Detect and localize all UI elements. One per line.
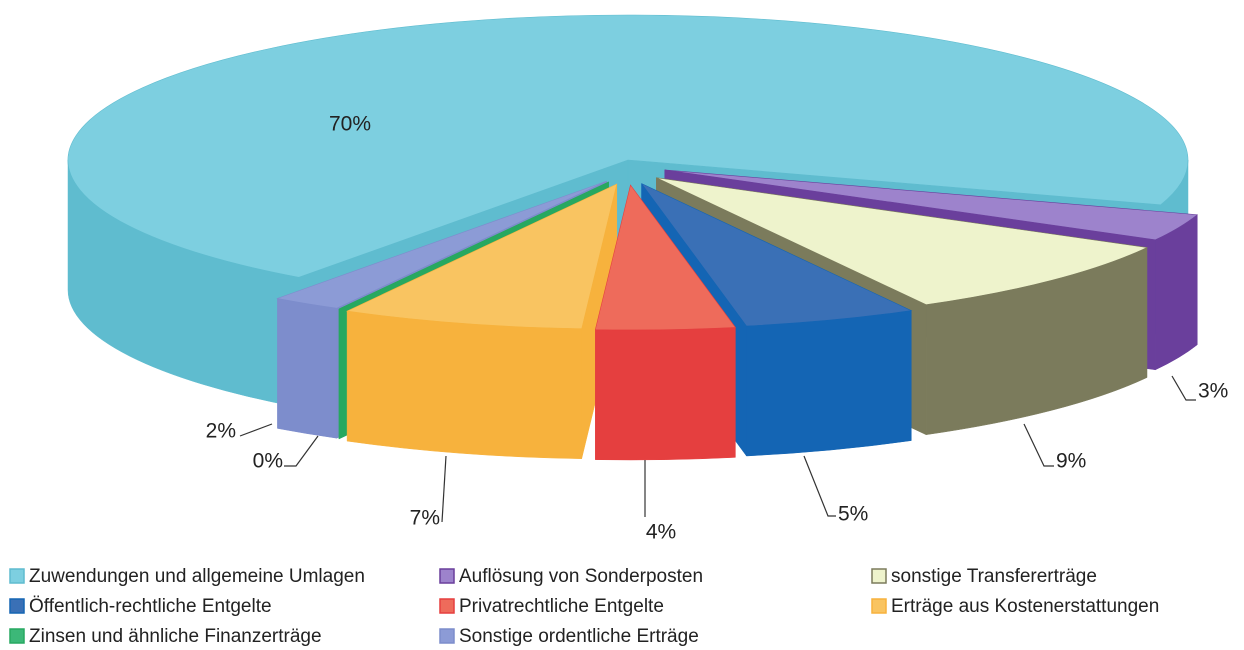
value-label: 2%: [206, 420, 236, 443]
legend-label: Erträge aus Kostenerstattungen: [891, 596, 1159, 617]
legend-swatch: [439, 598, 455, 614]
slice-top: [346, 183, 618, 330]
leader-line: [803, 455, 836, 517]
leader-line: [284, 435, 319, 467]
slice-top: [641, 183, 913, 327]
legend-swatch: [439, 568, 455, 584]
leader-line: [239, 423, 273, 437]
leader-line: [1171, 375, 1196, 401]
legend-label: Auflösung von Sonderposten: [459, 566, 703, 587]
slice-top: [656, 177, 1149, 306]
slice-wall: [746, 310, 912, 457]
slice-wall: [1155, 214, 1198, 371]
slice-top: [664, 169, 1199, 241]
value-label: 0%: [253, 450, 283, 473]
value-label: 7%: [410, 507, 440, 530]
slice-top: [338, 181, 609, 310]
slice-wall: [346, 310, 582, 459]
legend-label: Zinsen und ähnliche Finanzerträge: [29, 626, 322, 647]
legend-label: Zuwendungen und allgemeine Umlagen: [29, 566, 365, 587]
value-label: 5%: [838, 503, 868, 526]
leader-line: [1023, 423, 1054, 467]
value-label: 70%: [329, 113, 371, 136]
legend-swatch: [871, 568, 887, 584]
value-label: 4%: [646, 521, 676, 544]
legend-swatch: [9, 568, 25, 584]
leader-line: [441, 455, 447, 523]
slice-wall: [277, 298, 338, 439]
legend-swatch: [439, 628, 455, 644]
legend-label: Privatrechtliche Entgelte: [459, 596, 664, 617]
legend-swatch: [9, 628, 25, 644]
legend-swatch: [9, 598, 25, 614]
legend-label: Sonstige ordentliche Erträge: [459, 626, 699, 647]
value-label: 3%: [1198, 380, 1228, 403]
value-label: 9%: [1056, 450, 1086, 473]
legend-label: sonstige Transfererträge: [891, 566, 1097, 587]
slice-wall: [595, 327, 736, 461]
slice-top: [276, 180, 607, 309]
slice-top: [594, 184, 736, 331]
slice-top: [67, 14, 1189, 278]
legend-swatch: [871, 598, 887, 614]
legend-label: Öffentlich-rechtliche Entgelte: [29, 596, 272, 617]
